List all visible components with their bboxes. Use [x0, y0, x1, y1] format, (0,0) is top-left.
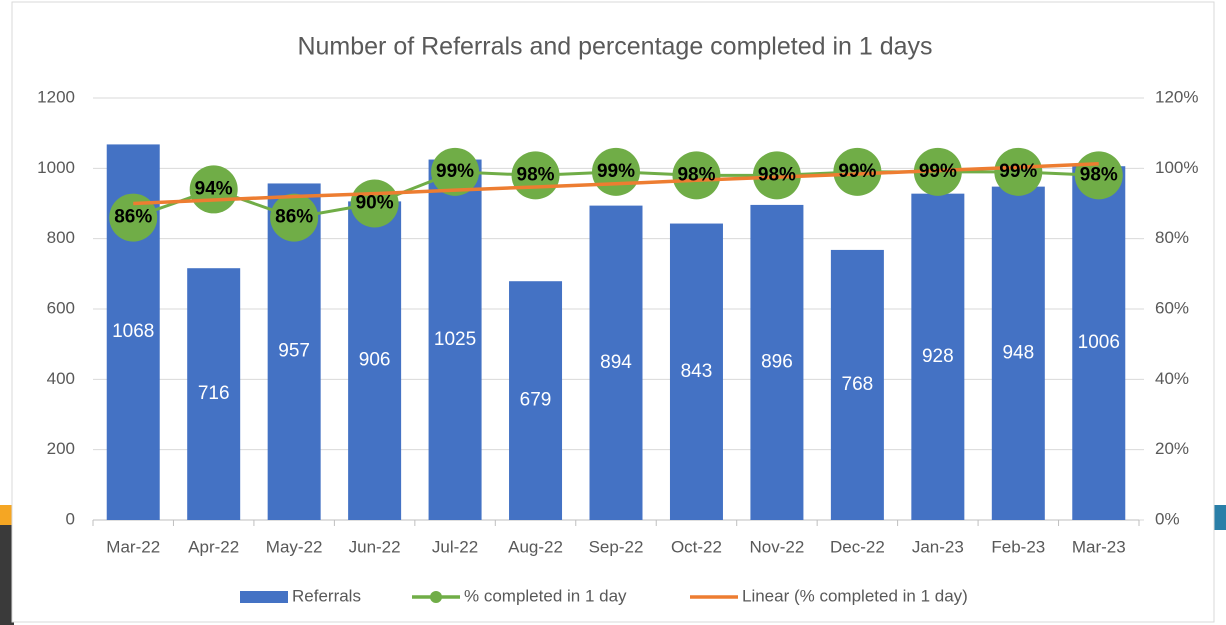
bar: [1072, 166, 1126, 520]
bar: [509, 281, 563, 520]
x-tick-label: Oct-22: [671, 537, 722, 556]
point-label: 98%: [677, 164, 715, 185]
bar: [669, 223, 723, 521]
point-label: 86%: [114, 207, 152, 228]
bar-label: 768: [842, 374, 874, 395]
bar: [589, 205, 643, 521]
chart-title: Number of Referrals and percentage compl…: [297, 33, 932, 61]
x-tick-label: Jun-22: [349, 537, 401, 556]
y2-tick-label: 100%: [1155, 158, 1198, 177]
y2-tick-label: 120%: [1155, 87, 1198, 106]
legend-marker: [430, 591, 442, 603]
bar: [348, 201, 402, 520]
x-tick-label: Aug-22: [508, 537, 563, 556]
y-tick-label: 400: [47, 369, 75, 388]
bar: [911, 193, 965, 521]
x-tick-label: Jul-22: [432, 537, 478, 556]
bar: [991, 186, 1045, 520]
bar-label: 679: [520, 390, 552, 411]
point-label: 98%: [758, 164, 796, 185]
line-marker: [109, 193, 158, 242]
point-label: 94%: [195, 178, 233, 199]
point-label: 98%: [517, 164, 555, 185]
bar-label: 948: [1002, 342, 1034, 363]
x-tick-label: Apr-22: [188, 537, 239, 556]
bar-label: 843: [681, 361, 713, 382]
y-tick-label: 600: [47, 298, 75, 317]
point-label: 98%: [1080, 164, 1118, 185]
y2-tick-label: 20%: [1155, 439, 1189, 458]
edge-decoration: [0, 505, 14, 525]
edge-decoration: [1214, 505, 1226, 530]
bar-label: 1068: [112, 321, 154, 342]
bar-label: 894: [600, 352, 632, 373]
point-label: 99%: [436, 161, 474, 182]
bar-label: 928: [922, 346, 954, 367]
edge-decoration: [0, 525, 14, 625]
y-tick-label: 0: [66, 509, 75, 528]
y2-tick-label: 80%: [1155, 228, 1189, 247]
y-tick-label: 1200: [37, 87, 75, 106]
x-tick-label: Mar-23: [1072, 537, 1126, 556]
y-tick-label: 800: [47, 228, 75, 247]
bar-label: 906: [359, 350, 391, 371]
line-marker: [672, 151, 721, 200]
legend-label: Linear (% completed in 1 day): [742, 586, 968, 605]
bar: [830, 249, 884, 521]
bar: [750, 204, 804, 520]
bar-label: 1006: [1078, 332, 1120, 353]
point-label: 99%: [838, 161, 876, 182]
x-tick-label: May-22: [266, 537, 323, 556]
y-tick-label: 1000: [37, 158, 75, 177]
x-tick-label: Nov-22: [750, 537, 805, 556]
bar-label: 1025: [434, 329, 476, 350]
x-tick-label: Sep-22: [589, 537, 644, 556]
point-label: 99%: [919, 161, 957, 182]
point-label: 86%: [275, 207, 313, 228]
legend-label: Referrals: [292, 586, 361, 605]
point-label: 99%: [999, 161, 1037, 182]
line-marker: [994, 147, 1043, 196]
point-label: 99%: [597, 161, 635, 182]
x-tick-label: Dec-22: [830, 537, 885, 556]
y2-tick-label: 60%: [1155, 298, 1189, 317]
legend-swatch: [240, 591, 288, 603]
legend-label: % completed in 1 day: [464, 586, 627, 605]
line-marker: [833, 147, 882, 196]
line-marker: [752, 151, 801, 200]
trend-line: [133, 162, 1099, 206]
point-label: 90%: [356, 193, 394, 214]
bar: [428, 159, 482, 520]
bar-label: 896: [761, 351, 793, 372]
x-tick-label: Feb-23: [991, 537, 1045, 556]
y2-tick-label: 40%: [1155, 369, 1189, 388]
bar-label: 957: [278, 341, 310, 362]
y-tick-label: 200: [47, 439, 75, 458]
x-tick-label: Jan-23: [912, 537, 964, 556]
y2-tick-label: 0%: [1155, 509, 1180, 528]
x-tick-label: Mar-22: [106, 537, 160, 556]
line-marker: [270, 193, 319, 242]
bar-label: 716: [198, 383, 230, 404]
line-marker: [431, 147, 480, 196]
bar: [187, 268, 241, 520]
